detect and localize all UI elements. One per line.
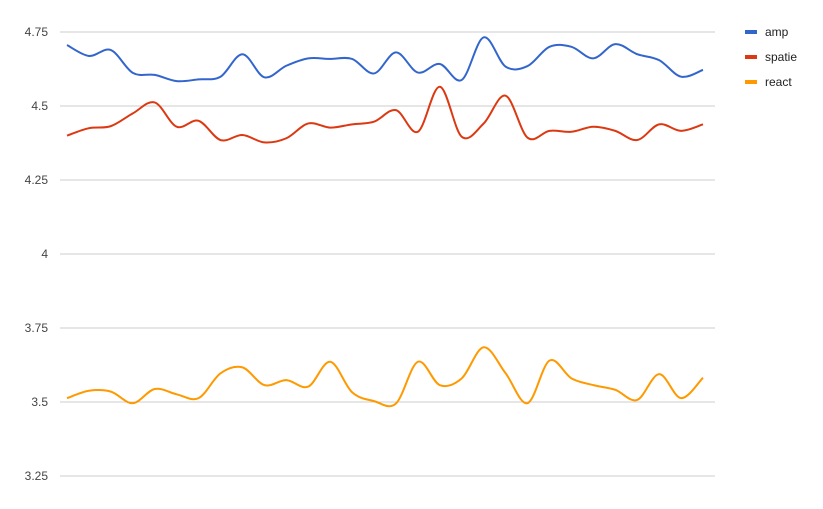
y-tick-label: 4.75 — [25, 25, 49, 39]
legend-label: amp — [765, 25, 789, 39]
y-tick-label: 3.5 — [31, 395, 48, 409]
series-line-react — [66, 346, 704, 408]
legend-label: spatie — [765, 50, 797, 64]
legend-item-react[interactable]: react — [745, 75, 792, 89]
series-lines — [66, 36, 704, 408]
legend-item-amp[interactable]: amp — [745, 25, 789, 39]
y-tick-label: 3.25 — [25, 469, 49, 483]
y-tick-label: 3.75 — [25, 321, 49, 335]
y-tick-label: 4.5 — [31, 99, 48, 113]
legend-swatch — [745, 30, 757, 34]
legend-swatch — [745, 55, 757, 59]
legend: amp spatie react — [745, 25, 797, 89]
legend-swatch — [745, 80, 757, 84]
gridlines — [60, 31, 715, 477]
series-line-amp — [66, 36, 704, 83]
y-tick-label: 4 — [41, 247, 48, 261]
legend-label: react — [765, 75, 792, 89]
legend-item-spatie[interactable]: spatie — [745, 50, 797, 64]
y-axis-ticks: 3.25 3.5 3.75 4 4.25 4.5 4.75 — [25, 25, 49, 483]
y-tick-label: 4.25 — [25, 173, 49, 187]
series-line-spatie — [66, 85, 704, 144]
